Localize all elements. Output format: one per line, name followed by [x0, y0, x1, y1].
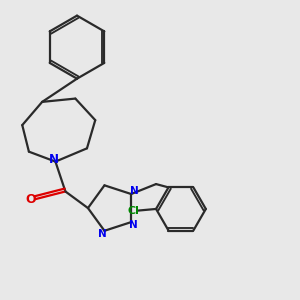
Text: N: N: [49, 154, 59, 166]
Text: N: N: [129, 220, 138, 230]
Text: N: N: [98, 229, 107, 239]
Text: O: O: [25, 193, 35, 206]
Text: N: N: [130, 186, 139, 197]
Text: Cl: Cl: [128, 206, 140, 216]
